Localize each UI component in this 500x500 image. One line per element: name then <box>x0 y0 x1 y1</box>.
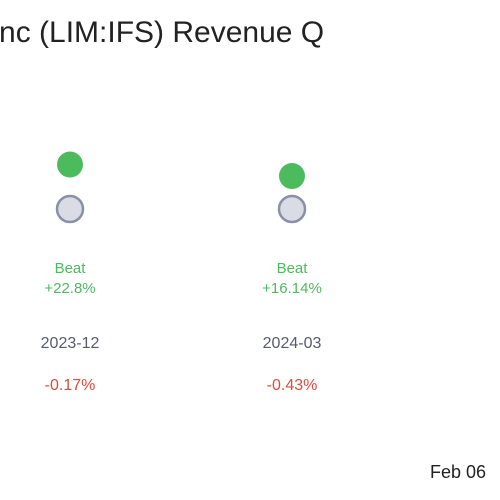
actual-revenue-point <box>279 163 305 189</box>
estimate-revenue-point <box>277 194 307 224</box>
actual-revenue-point <box>57 151 83 178</box>
change-label: -0.17% <box>45 377 96 394</box>
surprise-label: +22.8% <box>44 280 95 297</box>
surprise-label: +16.14% <box>262 280 322 297</box>
change-label: -0.43% <box>267 377 318 394</box>
period-label: 2024-03 <box>263 335 322 352</box>
result-label: Beat <box>55 260 87 277</box>
footer-date: Feb 06 <box>430 462 487 482</box>
estimate-revenue-point <box>55 194 85 224</box>
chart-title: rvices Inc (LIM:IFS) Revenue Q <box>0 16 325 49</box>
result-label: Beat <box>277 260 309 277</box>
period-label: 2023-12 <box>41 335 100 352</box>
